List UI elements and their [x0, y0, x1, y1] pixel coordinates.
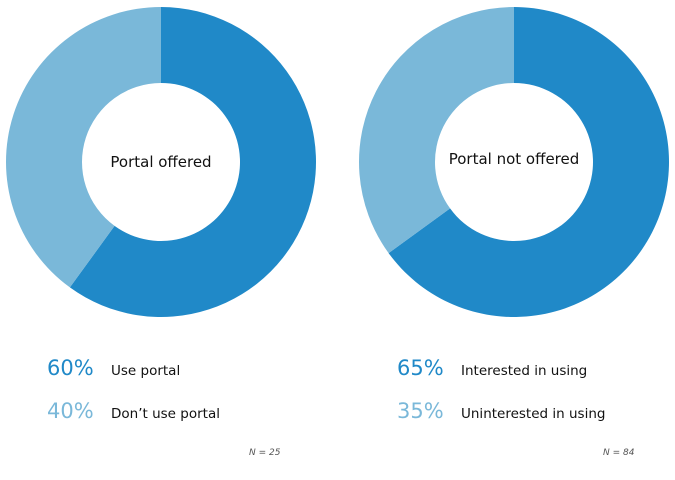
legend-item-uninterested: 35% Uninterested in using	[397, 399, 605, 423]
donut-slice-use-portal	[69, 7, 316, 317]
donut-chart-portal-not-offered	[359, 7, 669, 318]
legend-label: Don’t use portal	[111, 406, 220, 422]
donut-center-label-portal-not-offered: Portal not offered	[449, 150, 580, 168]
legend-percent: 40%	[47, 399, 94, 423]
sample-size-note: N = 25	[249, 448, 281, 458]
legend-label: Use portal	[111, 363, 181, 379]
sample-size-note: N = 84	[603, 448, 635, 458]
legend-item-use-portal: 60% Use portal	[47, 356, 180, 380]
donut-slice-interested-in-using	[388, 7, 669, 318]
legend-item-interested: 65% Interested in using	[397, 356, 587, 380]
legend-label: Interested in using	[461, 363, 588, 379]
legend-percent: 60%	[47, 356, 94, 380]
donut-slice-don-t-use-portal	[5, 7, 161, 288]
donut-chart-portal-offered	[5, 7, 316, 317]
legend-percent: 35%	[397, 399, 444, 423]
legend-label: Uninterested in using	[461, 406, 606, 422]
donut-center-label-portal-offered: Portal offered	[110, 153, 211, 171]
donut-slice-uninterested-in-using	[359, 7, 514, 254]
legend-item-dont-use-portal: 40% Don’t use portal	[47, 399, 220, 423]
legend-percent: 65%	[397, 356, 444, 380]
